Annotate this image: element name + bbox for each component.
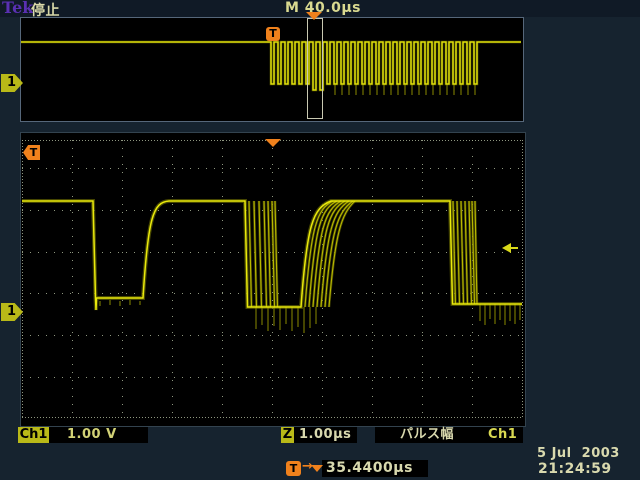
trigger-triangle-icon bbox=[311, 465, 323, 472]
zoom-position-icon bbox=[306, 12, 322, 20]
date-label: 5 Jul 2003 bbox=[537, 446, 620, 461]
zoom-scale-readout: 1.00μs bbox=[294, 427, 357, 443]
measurement-source-label: Ch1 bbox=[488, 427, 518, 442]
channel1-scale-readout: 1.00 V bbox=[49, 427, 148, 443]
trigger-indicator-badge: T bbox=[23, 145, 40, 160]
tek-logo: Tek bbox=[2, 0, 34, 17]
zoom-badge: Z bbox=[281, 427, 294, 443]
header-bar bbox=[0, 0, 640, 17]
time-label: 21:24:59 bbox=[538, 461, 612, 477]
measurement-type-label: パルス幅 bbox=[400, 427, 455, 442]
channel1-badge: Ch1 bbox=[18, 427, 49, 443]
overview-waveform bbox=[21, 40, 521, 95]
acquisition-status: 停止 bbox=[31, 3, 60, 19]
main-waveform-window: T bbox=[20, 132, 526, 427]
trigger-position-badge: T bbox=[266, 27, 280, 41]
trigger-arrow-icon: → bbox=[302, 459, 314, 474]
timebase-readout: M 40.0μs bbox=[285, 0, 361, 16]
overview-window: T bbox=[20, 17, 524, 122]
trigger-time-readout: 35.4400μs bbox=[322, 460, 428, 477]
channel1-marker-overview: 1 bbox=[1, 74, 23, 92]
zoom-window-bracket bbox=[307, 18, 323, 119]
main-waveform bbox=[22, 199, 522, 333]
measurement-bar: パルス幅 Ch1 bbox=[375, 427, 523, 443]
trigger-readout-badge: T bbox=[286, 461, 301, 476]
channel1-marker-main: 1 bbox=[1, 303, 23, 321]
trigger-point-icon bbox=[265, 139, 281, 147]
